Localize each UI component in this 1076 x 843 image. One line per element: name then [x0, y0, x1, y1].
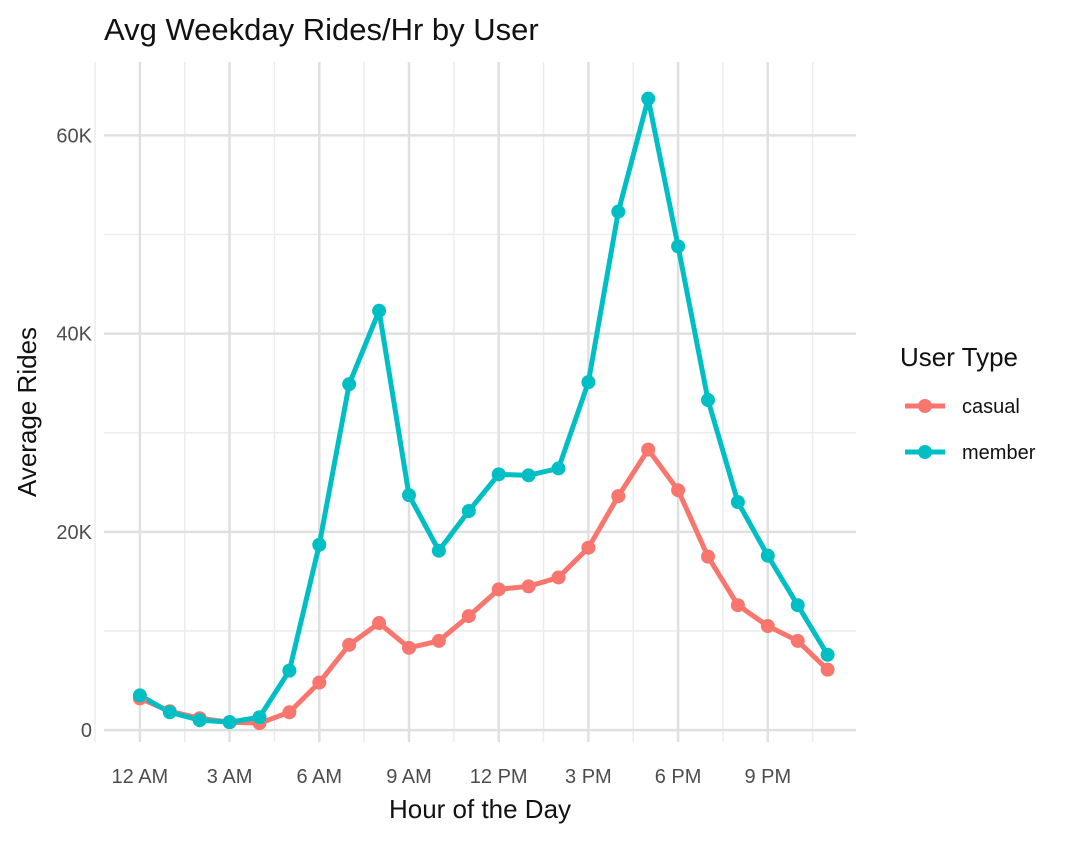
- data-point-casual: [431, 633, 446, 648]
- data-point-member: [162, 705, 177, 720]
- legend-label-casual: casual: [962, 396, 1020, 418]
- data-point-casual: [312, 675, 327, 690]
- data-point-member: [790, 598, 805, 613]
- data-point-member: [521, 468, 536, 483]
- data-point-member: [342, 377, 357, 392]
- x-tick-label: 6 AM: [296, 766, 342, 788]
- data-point-casual: [641, 442, 656, 457]
- x-tick-label: 3 AM: [207, 766, 253, 788]
- x-tick-label: 12 PM: [470, 766, 528, 788]
- data-point-casual: [342, 637, 357, 652]
- legend-title: User Type: [900, 342, 1018, 372]
- x-tick-label: 12 AM: [112, 766, 169, 788]
- data-point-casual: [700, 549, 715, 564]
- data-point-member: [581, 375, 596, 390]
- data-point-member: [282, 663, 297, 678]
- data-point-member: [431, 543, 446, 558]
- data-point-member: [491, 467, 506, 482]
- data-point-casual: [491, 582, 506, 597]
- data-point-member: [641, 91, 656, 106]
- x-tick-label: 6 PM: [655, 766, 702, 788]
- x-tick-label: 9 AM: [386, 766, 432, 788]
- data-point-member: [760, 548, 775, 563]
- data-point-member: [372, 303, 387, 318]
- data-point-member: [700, 393, 715, 408]
- x-tick-label: 9 PM: [744, 766, 791, 788]
- data-point-member: [252, 710, 267, 725]
- data-point-member: [820, 647, 835, 662]
- series-line-member: [137, 96, 831, 725]
- data-point-member: [730, 495, 745, 510]
- data-point-casual: [461, 609, 476, 624]
- grid-layer: [94, 62, 856, 742]
- data-point-casual: [790, 633, 805, 648]
- chart-title: Avg Weekday Rides/Hr by User: [104, 12, 539, 47]
- data-point-member: [192, 713, 207, 728]
- data-point-member: [132, 688, 147, 703]
- legend-label-member: member: [962, 442, 1036, 464]
- data-point-casual: [521, 579, 536, 594]
- y-axis-title: Average Rides: [12, 327, 42, 497]
- data-point-casual: [820, 662, 835, 677]
- data-point-member: [551, 461, 566, 476]
- data-point-casual: [282, 705, 297, 720]
- y-tick-label: 20K: [56, 522, 92, 544]
- y-tick-label: 0: [81, 720, 92, 742]
- legend-items: casual member: [905, 396, 1036, 464]
- data-point-casual: [730, 598, 745, 613]
- data-point-member: [611, 204, 626, 219]
- data-point-casual: [581, 540, 596, 555]
- data-point-member: [671, 239, 686, 254]
- legend-marker-member: [918, 445, 932, 459]
- y-tick-label: 40K: [56, 324, 92, 346]
- data-point-casual: [760, 619, 775, 634]
- y-tick-label: 60K: [56, 125, 92, 147]
- data-point-member: [222, 715, 237, 730]
- data-point-casual: [401, 640, 416, 655]
- data-point-casual: [611, 489, 626, 504]
- data-point-member: [312, 537, 327, 552]
- x-tick-label: 3 PM: [565, 766, 612, 788]
- series-layer: [132, 91, 835, 731]
- data-point-casual: [551, 570, 566, 585]
- legend: User Type casual member: [900, 342, 1036, 464]
- data-point-member: [401, 488, 416, 503]
- data-point-member: [461, 504, 476, 519]
- axis-layer: 0 20K 40K 60K 12 AM 3 AM 6 AM 9 AM 12 PM 3 PM 6 PM…: [56, 125, 791, 788]
- data-point-casual: [372, 616, 387, 631]
- legend-marker-casual: [918, 399, 932, 413]
- data-point-casual: [671, 483, 686, 498]
- x-axis-title: Hour of the Day: [389, 794, 571, 824]
